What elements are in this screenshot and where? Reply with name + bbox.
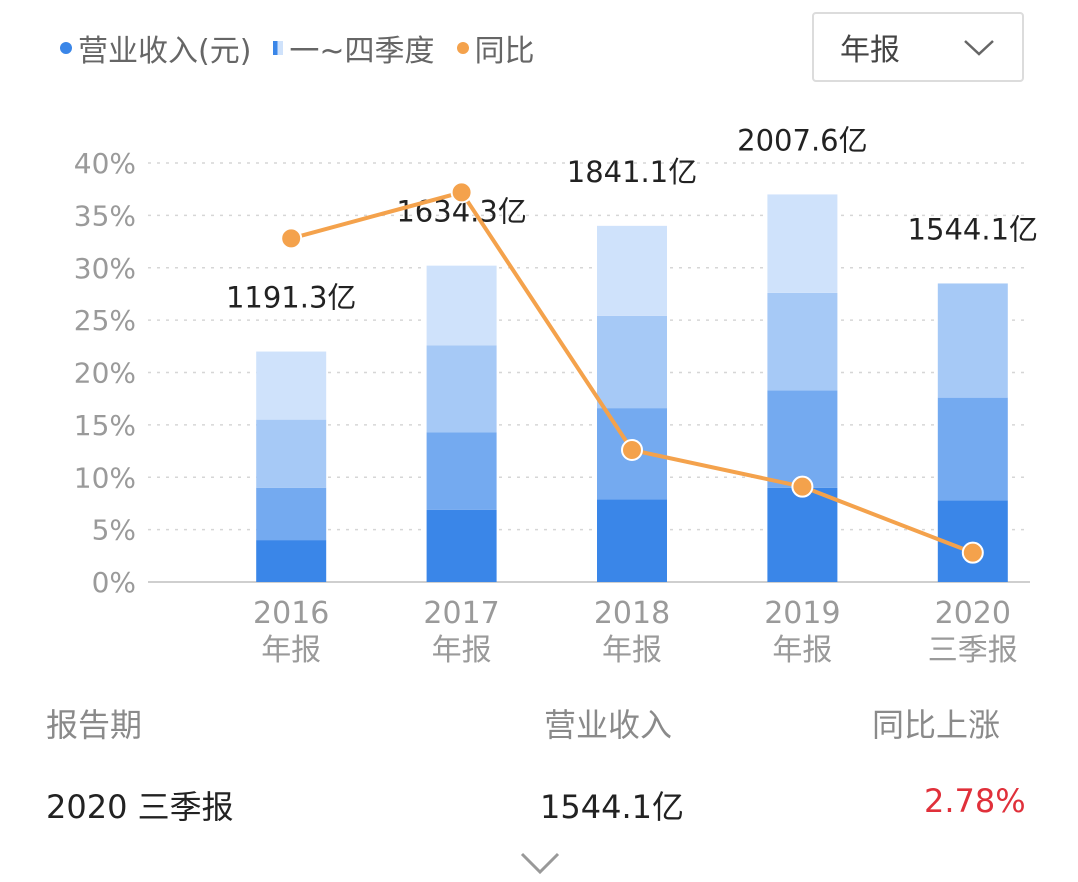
header-change: 同比上涨 xyxy=(872,706,1001,744)
row-change: 2.78% xyxy=(924,782,1026,820)
expand-chevron-down-icon[interactable] xyxy=(518,848,562,878)
row-revenue: 1544.1亿 xyxy=(540,788,684,826)
yoy-point[interactable] xyxy=(450,181,473,204)
bar-segment-q1[interactable] xyxy=(937,500,1008,582)
period-select[interactable]: 年报 xyxy=(812,12,1024,82)
x-tick-period: 三季报 xyxy=(928,633,1018,668)
bar-segment-q1[interactable] xyxy=(426,509,497,582)
y-tick-label: 30% xyxy=(74,252,136,285)
legend-label-quarters: 一~四季度 xyxy=(289,34,435,69)
y-tick-label: 25% xyxy=(74,304,136,337)
bar-segment-q4[interactable] xyxy=(256,351,327,420)
chart: 0%5%10%15%20%25%30%35%40%1191.3亿1634.3亿1… xyxy=(74,123,1038,668)
bar-segment-q3[interactable] xyxy=(597,315,667,409)
y-tick-label: 35% xyxy=(74,199,136,232)
yoy-point[interactable] xyxy=(280,227,303,250)
y-tick-label: 10% xyxy=(74,461,136,494)
yoy-point[interactable] xyxy=(791,475,814,498)
period-select-value: 年报 xyxy=(840,33,900,68)
bar-value-label: 1544.1亿 xyxy=(908,212,1038,246)
legend-dot-icon xyxy=(60,42,72,54)
bar-segment-q3[interactable] xyxy=(256,419,327,488)
x-tick-period: 年报 xyxy=(772,633,832,668)
x-tick-year: 2020 xyxy=(935,596,1011,631)
bar-segment-q4[interactable] xyxy=(597,225,667,316)
legend-label-yoy: 同比 xyxy=(474,34,535,69)
yoy-point[interactable] xyxy=(621,439,643,462)
x-tick-year: 2018 xyxy=(594,596,670,631)
legend-label-revenue: 营业收入(元) xyxy=(78,34,252,69)
x-tick-period: 年报 xyxy=(261,633,321,668)
x-tick-period: 年报 xyxy=(432,633,492,668)
x-tick-year: 2017 xyxy=(423,596,499,631)
header-period: 报告期 xyxy=(46,706,143,744)
bar-segment-q1[interactable] xyxy=(256,540,327,582)
yoy-point[interactable] xyxy=(961,541,984,564)
y-tick-label: 15% xyxy=(74,409,136,442)
bar-segment-q3[interactable] xyxy=(767,292,838,391)
bar-value-label: 1191.3亿 xyxy=(226,281,356,315)
legend-item-quarters: 一~四季度 xyxy=(273,26,435,70)
row-period: 2020 三季报 xyxy=(46,788,234,826)
legend-item-revenue: 营业收入(元) xyxy=(60,26,251,70)
bar-segment-q1[interactable] xyxy=(597,499,667,582)
y-tick-label: 40% xyxy=(74,147,136,180)
legend-item-yoy: 同比 xyxy=(456,26,535,70)
bar-value-label: 2007.6亿 xyxy=(737,123,867,157)
header-revenue: 营业收入 xyxy=(544,706,673,744)
x-tick-year: 2019 xyxy=(764,596,840,631)
legend-dot-icon xyxy=(456,42,469,54)
bar-segment-q2[interactable] xyxy=(256,487,327,541)
bar-value-label: 1841.1亿 xyxy=(567,155,697,189)
x-tick-year: 2016 xyxy=(253,596,329,631)
y-tick-label: 20% xyxy=(74,357,136,390)
bar-segment-q1[interactable] xyxy=(767,487,838,582)
y-tick-label: 5% xyxy=(92,514,136,547)
bar-segment-q2[interactable] xyxy=(426,432,497,510)
bar-segment-q2[interactable] xyxy=(767,390,838,488)
bar-segment-q4[interactable] xyxy=(767,194,838,293)
x-tick-period: 年报 xyxy=(602,633,662,668)
bar-segment-q3[interactable] xyxy=(426,345,497,433)
bar-segment-q4[interactable] xyxy=(426,265,497,346)
bar-segment-q3[interactable] xyxy=(937,283,1008,398)
legend-gradient-icon xyxy=(273,41,284,55)
y-tick-label: 0% xyxy=(92,566,136,599)
bar-segment-q2[interactable] xyxy=(937,397,1008,501)
chevron-down-icon xyxy=(964,40,994,56)
legend: 营业收入(元) 一~四季度 同比 xyxy=(60,26,535,70)
